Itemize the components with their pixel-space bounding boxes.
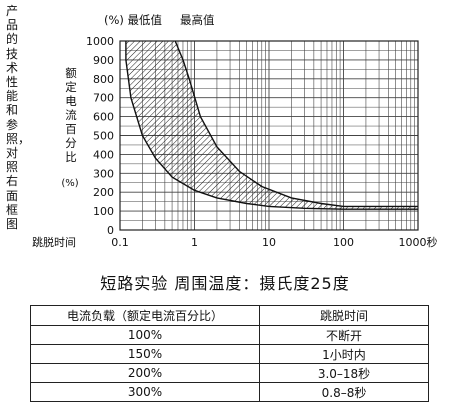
cell-load: 150% <box>30 344 260 364</box>
y-axis-unit: (%) <box>61 178 78 189</box>
series-line-min <box>125 41 418 210</box>
x-tick-label: 10 <box>262 236 276 249</box>
table-row: 300% 0.8–8秒 <box>30 382 429 402</box>
legend-max: 最高值 <box>180 13 215 27</box>
load-table: 电流负载（额定电流百分比） 跳脱时间 100% 不断开 150% 1小时内 20… <box>30 305 429 402</box>
series-line-max <box>174 40 418 208</box>
header-load: 电流负载（额定电流百分比） <box>30 305 260 326</box>
x-tick-label: 1000秒 <box>399 235 438 249</box>
y-tick-label: 600 <box>93 111 114 124</box>
trip-band-area <box>125 41 419 210</box>
trip-curve-chart: 0 100 200 300 400 500 600 700 800 900 1000 0.1 1 10 10… <box>32 13 438 249</box>
table-row: 100% 不断开 <box>30 325 429 345</box>
plot-frame <box>119 40 419 231</box>
y-tick-label: 500 <box>93 130 114 143</box>
y-tick-label: 400 <box>93 148 114 161</box>
cell-trip-time: 3.0–18秒 <box>259 363 429 383</box>
y-tick-label: 300 <box>93 167 114 180</box>
table-title: 短路实验 周围温度：摄氏度25度 <box>100 274 350 293</box>
cell-trip-time: 不断开 <box>259 325 429 345</box>
y-tick-label: 100 <box>93 205 114 218</box>
legend-min: (%) 最低值 <box>104 13 163 27</box>
header-trip-time: 跳脱时间 <box>259 305 429 326</box>
y-tick-label: 0 <box>107 224 114 237</box>
cell-load: 300% <box>30 382 260 402</box>
x-tick-label: 100 <box>333 236 354 249</box>
y-axis-label: 额定电流百分比 <box>65 66 77 164</box>
y-tick-label: 800 <box>93 73 114 86</box>
y-tick-label: 200 <box>93 186 114 199</box>
table-header-row: 电流负载（额定电流百分比） 跳脱时间 <box>30 305 429 326</box>
y-tick-label: 1000 <box>86 35 114 48</box>
cell-load: 200% <box>30 363 260 383</box>
y-tick-label: 900 <box>93 54 114 67</box>
table-row: 200% 3.0–18秒 <box>30 363 429 383</box>
cell-trip-time: 0.8–8秒 <box>259 382 429 402</box>
x-tick-label: 1 <box>191 236 198 249</box>
cell-load: 100% <box>30 325 260 345</box>
x-tick-label: 0.1 <box>111 236 129 249</box>
y-tick-label: 700 <box>93 92 114 105</box>
x-axis-label: 跳脱时间 <box>32 235 76 249</box>
cell-trip-time: 1小时内 <box>259 344 429 364</box>
table-row: 150% 1小时内 <box>30 344 429 364</box>
